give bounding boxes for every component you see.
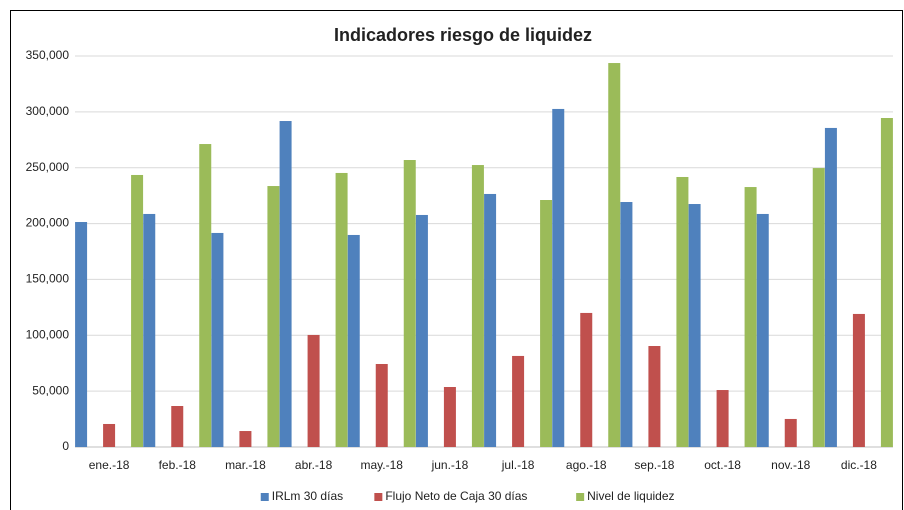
bar — [335, 172, 348, 448]
bar — [211, 232, 224, 447]
bar — [75, 222, 88, 447]
legend-swatch — [260, 493, 269, 501]
bar — [171, 406, 184, 447]
bar — [375, 363, 388, 447]
y-tick-label: 300,000 — [26, 104, 70, 118]
bar — [716, 390, 729, 447]
x-tick-label: ago.-18 — [566, 458, 607, 472]
y-tick-label: 150,000 — [26, 272, 70, 286]
x-tick-label: nov.-18 — [771, 458, 810, 472]
y-tick-label: 250,000 — [26, 160, 70, 174]
bar — [812, 168, 825, 447]
bar — [540, 199, 553, 447]
x-tick-label: mar.-18 — [225, 458, 266, 472]
bar — [744, 187, 757, 447]
legend-swatch — [374, 493, 383, 501]
bar — [199, 144, 212, 447]
bar — [648, 346, 661, 447]
x-tick-label: oct.-18 — [704, 458, 741, 472]
bar — [608, 63, 621, 448]
bar — [239, 431, 252, 447]
bar — [852, 313, 865, 447]
x-tick-label: sep.-18 — [634, 458, 674, 472]
y-tick-label: 50,000 — [32, 383, 69, 397]
x-tick-label: abr.-18 — [295, 458, 333, 472]
y-tick-label: 200,000 — [26, 216, 70, 230]
bar — [415, 214, 428, 447]
bar — [784, 418, 797, 447]
bar — [443, 387, 456, 447]
bar — [688, 204, 701, 447]
bar — [267, 186, 280, 447]
x-tick-label: dic.-18 — [841, 458, 877, 472]
bar — [484, 193, 497, 447]
bar — [347, 234, 360, 447]
legend-label: Nivel de liquidez — [587, 489, 674, 503]
y-tick-label: 350,000 — [26, 48, 70, 62]
legend-label: Flujo Neto de Caja 30 días — [385, 489, 527, 503]
bar — [103, 423, 116, 447]
bar — [307, 334, 320, 447]
bar — [143, 213, 156, 447]
x-tick-label: feb.-18 — [159, 458, 197, 472]
chart-title: Indicadores riesgo de liquidez — [334, 25, 592, 45]
bar — [552, 108, 565, 447]
bar — [580, 312, 593, 447]
bar — [471, 165, 484, 447]
bar — [756, 213, 769, 447]
bar — [880, 118, 893, 447]
x-tick-label: may.-18 — [361, 458, 404, 472]
x-tick-label: ene.-18 — [89, 458, 130, 472]
bar — [824, 127, 837, 447]
legend-label: IRLm 30 días — [272, 489, 343, 503]
x-tick-label: jun.-18 — [431, 458, 469, 472]
bar — [620, 202, 633, 447]
x-tick-label: jul.-18 — [501, 458, 535, 472]
bar — [676, 176, 689, 447]
y-tick-label: 0 — [62, 439, 69, 453]
bar — [403, 160, 416, 448]
y-tick-label: 100,000 — [26, 327, 70, 341]
legend-swatch — [576, 493, 585, 501]
bar — [131, 174, 144, 447]
bar — [512, 355, 525, 447]
bar — [279, 121, 292, 448]
